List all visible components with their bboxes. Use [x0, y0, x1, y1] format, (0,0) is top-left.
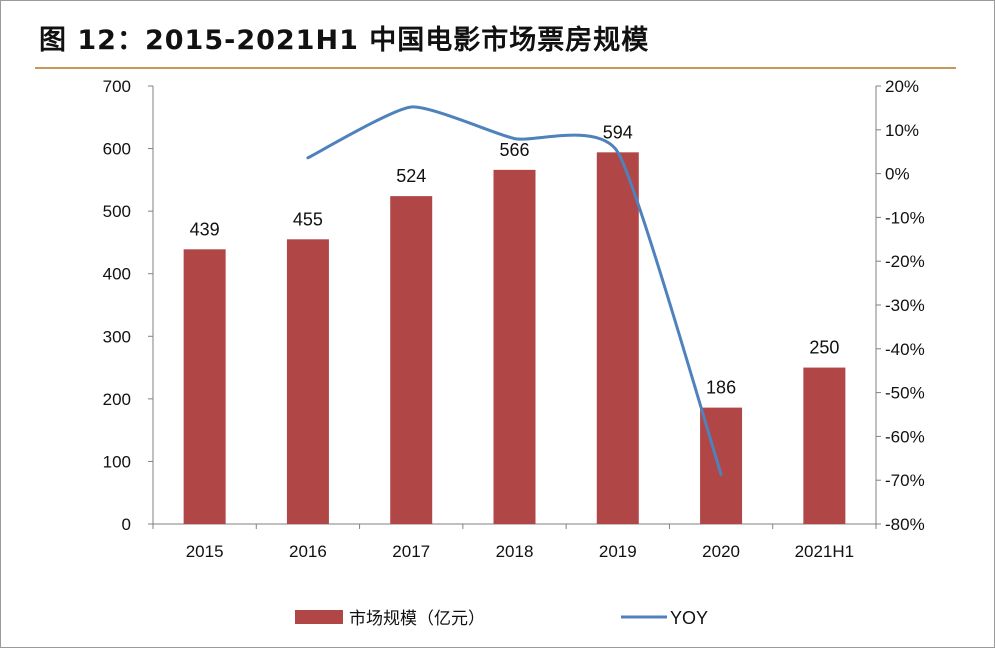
right-axis-tick-label: -70%	[885, 471, 925, 490]
legend-label-line: YOY	[670, 608, 708, 628]
left-axis-tick-label: 700	[103, 77, 131, 96]
right-axis-tick-label: -40%	[885, 340, 925, 359]
x-axis-tick-label: 2021H1	[795, 542, 855, 561]
bar-data-label: 186	[706, 378, 736, 398]
bar-data-label: 566	[499, 140, 529, 160]
right-axis-tick-label: 10%	[885, 121, 919, 140]
right-axis-tick-label: -10%	[885, 208, 925, 227]
x-axis-tick-label: 2017	[392, 542, 430, 561]
bar	[596, 152, 639, 524]
left-axis-tick-label: 300	[103, 327, 131, 346]
right-axis-tick-label: 20%	[885, 77, 919, 96]
chart-title: 图 12：2015-2021H1 中国电影市场票房规模	[39, 25, 650, 56]
bar-data-label: 250	[809, 338, 839, 358]
right-axis-tick-label: -80%	[885, 515, 925, 534]
x-axis-tick-label: 2018	[496, 542, 534, 561]
right-axis-tick-label: -30%	[885, 296, 925, 315]
x-axis-tick-label: 2020	[702, 542, 740, 561]
left-axis-tick-label: 500	[103, 202, 131, 221]
right-axis-tick-label: 0%	[885, 165, 910, 184]
right-axis-tick-label: -60%	[885, 427, 925, 446]
x-axis-tick-label: 2015	[186, 542, 224, 561]
left-axis-tick-label: 200	[103, 390, 131, 409]
bar	[286, 239, 329, 525]
left-axis-tick-label: 100	[103, 452, 131, 471]
bar	[803, 367, 846, 524]
bar	[390, 196, 433, 524]
left-axis-tick-label: 400	[103, 265, 131, 284]
title-divider	[35, 67, 956, 69]
bar-data-label: 455	[293, 209, 323, 229]
bar-data-label: 524	[396, 166, 426, 186]
yoy-line	[306, 105, 723, 476]
left-axis-tick-label: 0	[122, 515, 131, 534]
left-axis-tick-label: 600	[103, 140, 131, 159]
legend-swatch-bar	[295, 610, 343, 624]
bar-data-label: 594	[603, 122, 633, 142]
bar	[183, 249, 226, 524]
bar-data-label: 439	[190, 219, 220, 239]
bar	[493, 169, 536, 525]
legend-label-bar: 市场规模（亿元）	[349, 609, 485, 628]
x-axis-tick-label: 2016	[289, 542, 327, 561]
right-axis-tick-label: -20%	[885, 252, 925, 271]
x-axis-tick-label: 2019	[599, 542, 637, 561]
right-axis-tick-label: -50%	[885, 384, 925, 403]
